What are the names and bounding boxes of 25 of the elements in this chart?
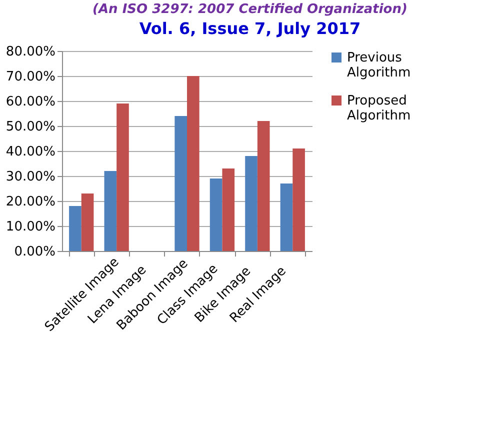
bar [174,116,187,251]
y-tick-label: 40.00% [6,144,56,160]
y-tick-label: 20.00% [6,194,56,210]
bar [116,104,129,251]
y-tick-label: 50.00% [6,120,56,134]
bar [292,148,305,251]
legend-label: Previous Algorithm [347,50,411,80]
y-tick-label: 70.00% [6,70,56,84]
y-tick-label: 10.00% [6,220,56,234]
bar [210,178,222,251]
bar [280,184,293,251]
bar [245,156,258,251]
text: (An ISO 3297: 2007 Certified Organization) [92,2,408,17]
bar [81,194,94,251]
bar [104,171,117,251]
y-tick-label: 60.00% [6,94,56,110]
y-tick-label: 30.00% [6,170,56,184]
legend-label: Proposed Algorithm [347,94,411,124]
bar [257,121,270,251]
y-tick-label: 80.00% [6,44,56,60]
y-tick-label: 0.00% [14,244,56,260]
bar [187,76,200,251]
bar [69,206,82,251]
bar [222,168,235,251]
text: Vol. 6, Issue 7, July 2017 [138,19,362,38]
